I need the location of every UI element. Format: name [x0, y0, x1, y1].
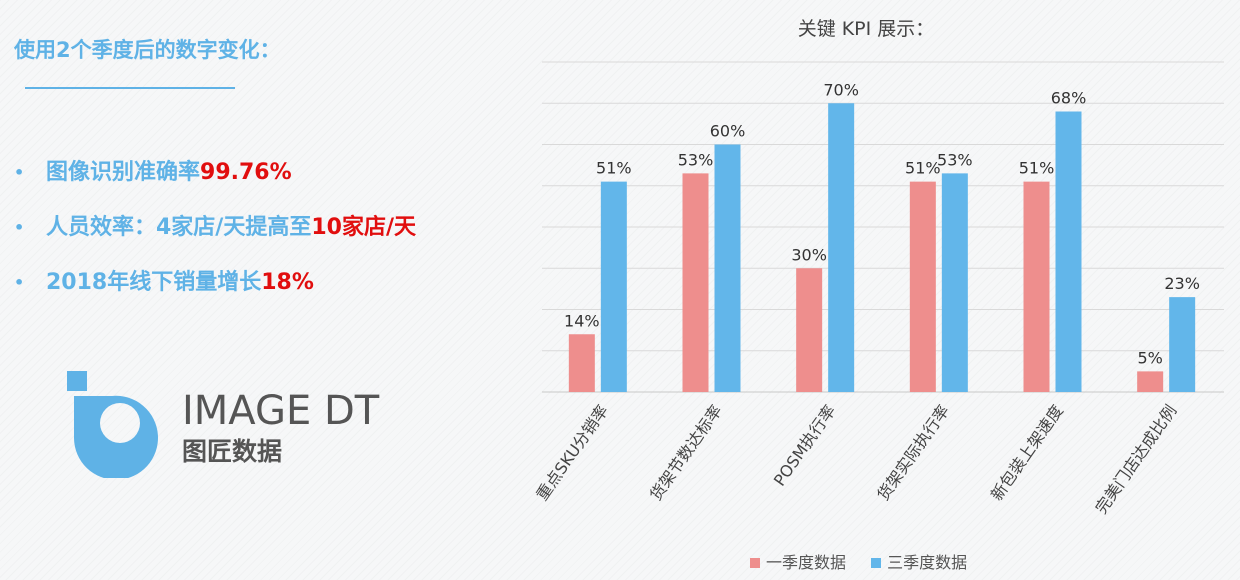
- bar-q3-3: [941, 173, 968, 392]
- legend-swatch-q1: [750, 557, 760, 568]
- logo-brand-en: IMAGE DT: [182, 388, 380, 434]
- tick-layer: 重点SKU分销率 货架节数达标率 POSM执行率 货架实际执行率 新包装上架速度 完美门店…: [532, 401, 1180, 517]
- bullet-dot: •: [14, 218, 25, 237]
- bar-q3-5: [1169, 297, 1196, 392]
- x-tick-label-5: 完美门店达成比例: [1091, 401, 1180, 517]
- data-label-q3-3: 53%: [937, 150, 973, 169]
- legend-item-q3: 三季度数据: [871, 549, 967, 573]
- bar-q3-0: [600, 181, 627, 392]
- x-tick-label-1: 货架节数达标率: [646, 401, 726, 504]
- bullet-text: 人员效率：4家店/天提高至: [46, 215, 312, 240]
- bullet-efficiency: • 人员效率：4家店/天提高至10家店/天: [14, 211, 416, 266]
- legend-label-q1: 一季度数据: [766, 553, 847, 572]
- bar-q1-3: [909, 181, 936, 392]
- image-dt-logo: IMAGE DT 图匠数据: [67, 371, 380, 478]
- bullet-highlight: 18%: [261, 270, 314, 295]
- bar-q1-4: [1023, 181, 1050, 392]
- data-label-q3-0: 51%: [596, 159, 632, 178]
- data-label-q1-1: 53%: [678, 150, 714, 169]
- x-tick-label-2: POSM执行率: [770, 401, 840, 489]
- legend-label-q3: 三季度数据: [887, 553, 968, 572]
- kpi-bullet-list: • 图像识别准确率99.76% • 人员效率：4家店/天提高至10家店/天 • 201…: [14, 156, 416, 321]
- bullet-highlight: 99.76%: [200, 160, 292, 185]
- x-tick-label-3: 货架实际执行率: [873, 401, 953, 504]
- panel-heading: 使用2个季度后的数字变化：: [14, 38, 281, 62]
- label-layer: 14%51% 53%60%30%70%51%53% 51%68%5%23%: [564, 80, 1200, 367]
- x-tick-label-0: 重点SKU分销率: [532, 401, 612, 504]
- bar-q1-1: [682, 173, 709, 392]
- bar-q1-2: [796, 268, 823, 392]
- data-label-q1-5: 5%: [1137, 348, 1162, 367]
- grid-layer: [542, 61, 1224, 393]
- bullet-dot: •: [14, 163, 25, 182]
- data-label-q3-2: 70%: [823, 80, 859, 99]
- logo-brand-cn: 图匠数据: [182, 437, 282, 466]
- bar-q1-5: [1137, 371, 1164, 392]
- legend-swatch-q3: [871, 557, 882, 568]
- bar-q1-0: [568, 334, 595, 392]
- legend-item-q1: 一季度数据: [750, 549, 846, 573]
- bullet-text: 2018年线下销量增长: [46, 270, 262, 295]
- chart-title: 关键 KPI 展示：: [797, 18, 935, 40]
- x-tick-label-4: 新包装上架速度: [987, 401, 1067, 504]
- bullet-sales-growth: • 2018年线下销量增长18%: [14, 266, 416, 321]
- data-label-q1-0: 14%: [564, 311, 600, 330]
- bullet-accuracy: • 图像识别准确率99.76%: [14, 156, 416, 211]
- bullet-dot: •: [14, 273, 25, 292]
- data-label-q3-4: 68%: [1051, 89, 1087, 108]
- chart-legend: 一季度数据 三季度数据: [750, 549, 987, 573]
- bar-q3-1: [714, 144, 741, 392]
- data-label-q1-3: 51%: [905, 159, 941, 178]
- heading-underline: [25, 87, 235, 89]
- bar-q3-2: [828, 103, 855, 392]
- bullet-highlight: 10家店/天: [311, 215, 416, 240]
- bullet-text: 图像识别准确率: [46, 160, 201, 185]
- data-label-q3-1: 60%: [710, 122, 746, 141]
- data-label-q3-5: 23%: [1164, 274, 1200, 293]
- data-label-q1-4: 51%: [1019, 159, 1055, 178]
- logo-mark-icon: [67, 371, 158, 478]
- bar-layer: [568, 103, 1196, 392]
- bar-q3-4: [1055, 111, 1082, 392]
- data-label-q1-2: 30%: [791, 245, 827, 264]
